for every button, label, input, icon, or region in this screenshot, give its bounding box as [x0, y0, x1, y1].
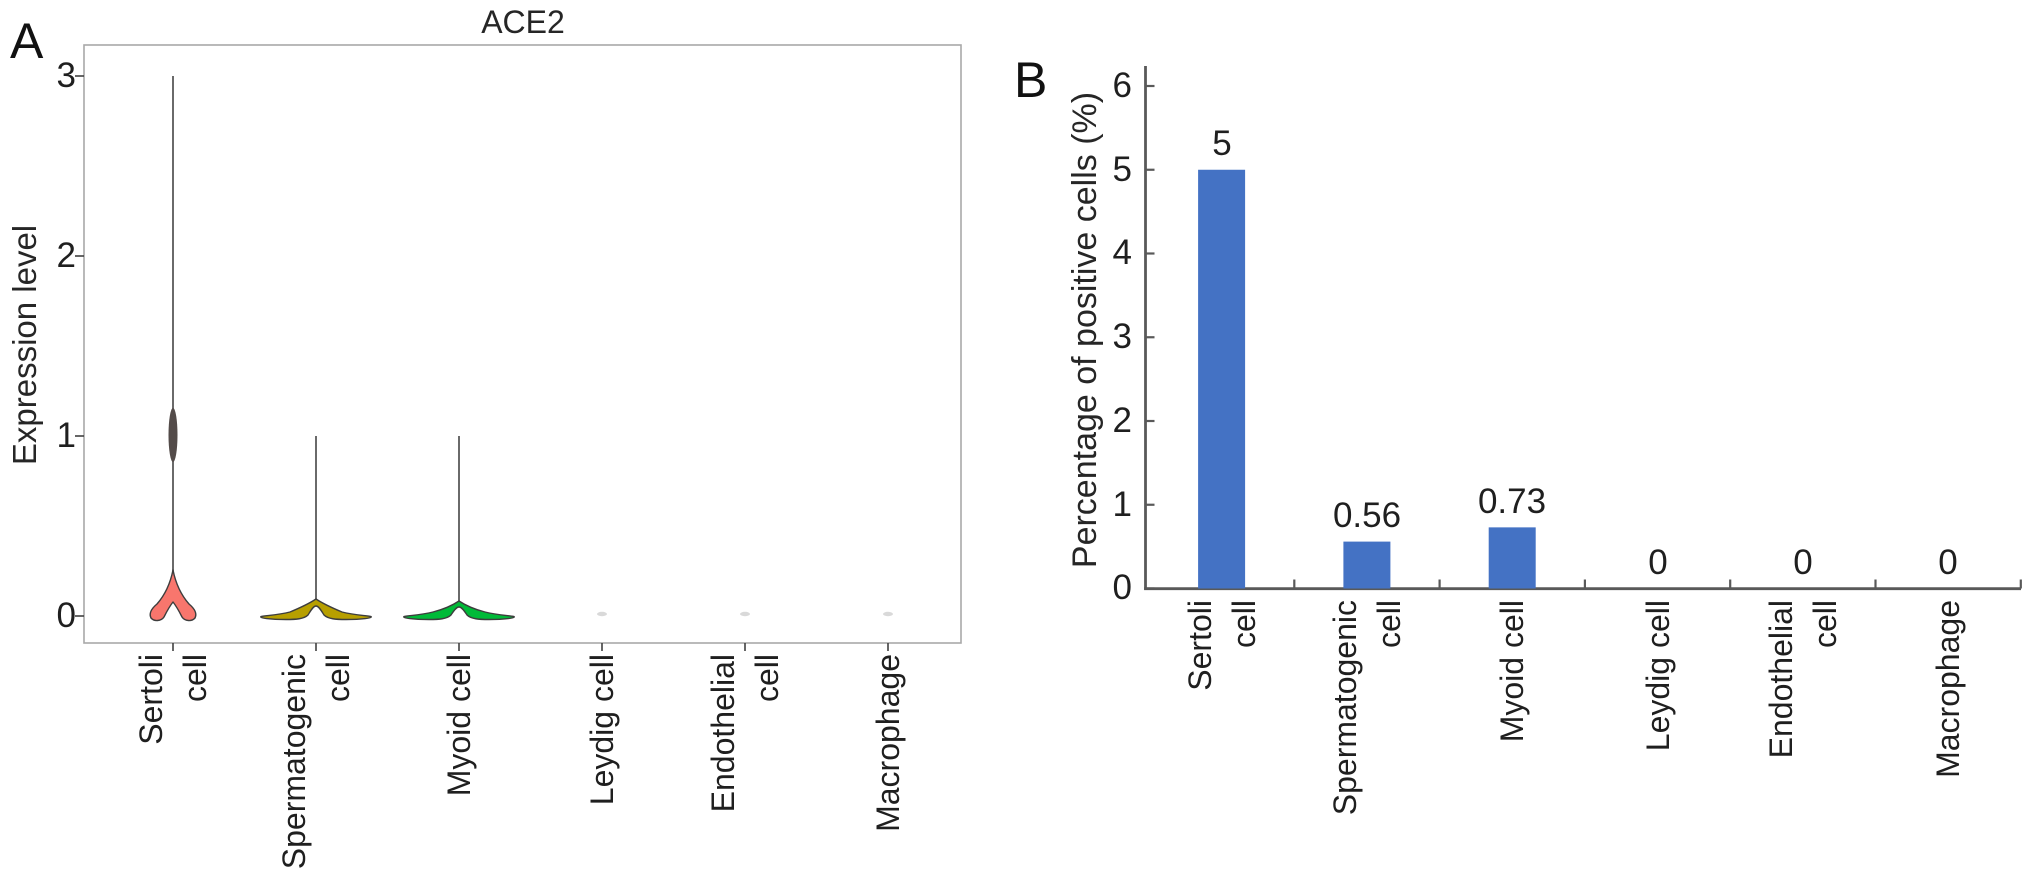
panel-a-category-leydig: Leydig cell	[584, 654, 620, 806]
panel-a-ytick-1: 1	[56, 416, 76, 455]
panel-b-letter: B	[1014, 52, 1048, 108]
panel-b-ytick-2: 2	[1112, 401, 1132, 440]
panel-a-letter: A	[10, 13, 44, 69]
bar-sertoli-cell	[1198, 169, 1246, 589]
panel-b-ytick-5: 5	[1112, 150, 1132, 189]
panel-a-category-spermatogenic: Spermatogenic cell	[276, 654, 356, 870]
panel-a-category-endothelial: Endothelial cell	[705, 654, 785, 813]
panel-a-border	[83, 44, 962, 644]
bar-value-myoid: 0.73	[1477, 482, 1547, 521]
bar-value-endothelial: 0	[1793, 543, 1813, 582]
panel-a-ytick-2: 2	[56, 236, 76, 275]
violin-bulge-sertoli-cell	[168, 408, 178, 462]
panel-a-category-sertoli: Sertoli cell	[133, 654, 213, 745]
panel-b-ytick-6: 6	[1112, 66, 1132, 105]
panel-b-category-leydig: Leydig cell	[1640, 600, 1676, 752]
panel-b-category-myoid: Myoid cell	[1494, 600, 1530, 743]
panel-a-title: ACE2	[481, 4, 565, 40]
panel-b-category-endothelial: Endothelial cell	[1763, 600, 1843, 759]
panel-b-ytick-4: 4	[1112, 233, 1132, 272]
panel-b-ytick-0: 0	[1112, 568, 1132, 607]
violin-dot-macrophage	[883, 611, 893, 617]
panel-b-category-sertoli: Sertoli cell	[1182, 600, 1262, 691]
panel-b-category-macrophage: Macrophage	[1930, 600, 1966, 778]
panel-b-category-spermatogenic: Spermatogenic cell	[1327, 600, 1407, 816]
bar-value-sertoli: 5	[1212, 124, 1232, 163]
bar-value-macrophage: 0	[1938, 543, 1958, 582]
panel-b-ytick-1: 1	[1112, 485, 1132, 524]
bar-myoid-cell	[1488, 527, 1536, 589]
bar-value-spermatogenic: 0.56	[1332, 496, 1402, 535]
violin-body-sertoli-cell	[149, 569, 197, 622]
panel-a-ytick-0: 0	[56, 596, 76, 635]
bar-value-leydig: 0	[1648, 543, 1668, 582]
violin-dot-leydig-cell	[597, 611, 607, 617]
violin-body-spermatogenic-cell	[260, 598, 372, 621]
panel-b-ytick-3: 3	[1112, 317, 1132, 356]
violin-body-myoid-cell	[403, 600, 515, 621]
panel-a-category-myoid: Myoid cell	[441, 654, 477, 797]
panel-a-ytick-3: 3	[56, 56, 76, 95]
violin-dot-endothelial-cell	[740, 611, 750, 617]
panel-a-category-macrophage: Macrophage	[870, 654, 906, 832]
bar-spermatogenic-cell	[1343, 541, 1391, 589]
